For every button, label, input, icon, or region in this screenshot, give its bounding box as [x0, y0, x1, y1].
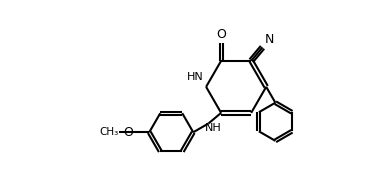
Text: NH: NH [204, 123, 221, 133]
Text: CH₃: CH₃ [99, 127, 118, 137]
Text: O: O [123, 126, 133, 139]
Text: O: O [216, 28, 226, 41]
Text: N: N [264, 33, 274, 46]
Text: HN: HN [186, 72, 203, 82]
